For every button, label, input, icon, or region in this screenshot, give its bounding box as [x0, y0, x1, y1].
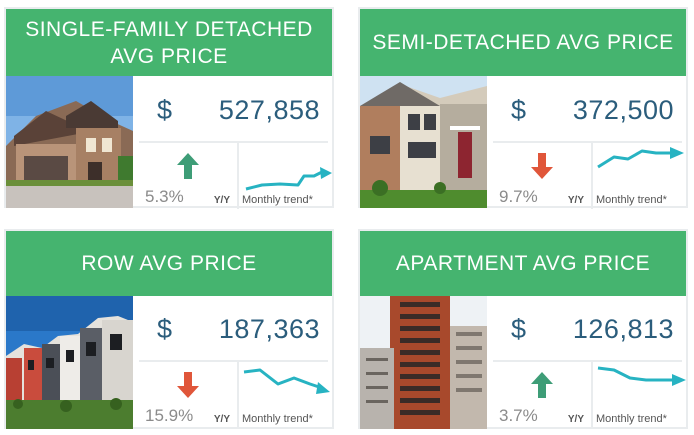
change-percent: 3.7%: [499, 406, 538, 425]
card-title: SEMI-DETACHED AVG PRICE: [360, 9, 686, 76]
card-title: ROW AVG PRICE: [6, 231, 332, 296]
price-row: $ 126,813: [493, 298, 682, 362]
trend-sparkline: [597, 366, 686, 386]
change-period: Y/Y: [567, 195, 584, 206]
arrow-down-icon: [177, 372, 199, 398]
average-price: 527,858: [218, 94, 320, 125]
monthly-trend-cell: Monthly trend*: [240, 143, 332, 209]
card-title: SINGLE-FAMILY DETACHED AVG PRICE: [6, 9, 332, 76]
change-percent: 9.7%: [499, 187, 538, 206]
change-period: Y/Y: [213, 414, 230, 425]
house-photo: [6, 76, 133, 208]
currency-symbol: $: [511, 94, 527, 125]
house-photo: [360, 296, 487, 429]
card-semi-detached: SEMI-DETACHED AVG PRICE $ 372,500 9.7%: [358, 7, 688, 209]
yoy-change-cell: 15.9% Y/Y: [139, 362, 239, 428]
change-period: Y/Y: [213, 195, 230, 206]
card-title: APARTMENT AVG PRICE: [360, 231, 686, 296]
trend-label: Monthly trend*: [242, 194, 313, 206]
trend-label: Monthly trend*: [596, 194, 667, 206]
currency-symbol: $: [157, 313, 173, 344]
card-single-family-detached: SINGLE-FAMILY DETACHED AVG PRICE $ 527,8…: [4, 7, 334, 209]
trend-sparkline: [245, 167, 332, 191]
monthly-trend-cell: Monthly trend*: [594, 362, 686, 428]
price-row: $ 527,858: [139, 79, 328, 143]
card-apartment: APARTMENT AVG PRICE: [358, 229, 688, 429]
card-row: ROW AVG PRICE $ 187,363: [4, 229, 334, 429]
monthly-trend-cell: Monthly trend*: [240, 362, 332, 428]
average-price: 372,500: [572, 94, 674, 125]
price-row: $ 372,500: [493, 79, 682, 143]
yoy-change-cell: 9.7% Y/Y: [493, 143, 593, 209]
average-price: 126,813: [572, 313, 674, 344]
trend-sparkline: [243, 368, 330, 394]
arrow-down-icon: [531, 153, 553, 179]
currency-symbol: $: [511, 313, 527, 344]
monthly-trend-cell: Monthly trend*: [594, 143, 686, 209]
currency-symbol: $: [157, 94, 173, 125]
change-period: Y/Y: [567, 414, 584, 425]
arrow-up-icon: [531, 372, 553, 398]
house-photo: [6, 296, 133, 429]
price-row: $ 187,363: [139, 298, 328, 362]
house-photo: [360, 76, 487, 208]
average-price: 187,363: [218, 313, 320, 344]
yoy-change-cell: 3.7% Y/Y: [493, 362, 593, 428]
change-percent: 15.9%: [145, 406, 194, 425]
change-percent: 5.3%: [145, 187, 184, 206]
arrow-up-icon: [177, 153, 199, 179]
trend-label: Monthly trend*: [242, 413, 313, 425]
trend-sparkline: [597, 147, 684, 169]
yoy-change-cell: 5.3% Y/Y: [139, 143, 239, 209]
trend-label: Monthly trend*: [596, 413, 667, 425]
